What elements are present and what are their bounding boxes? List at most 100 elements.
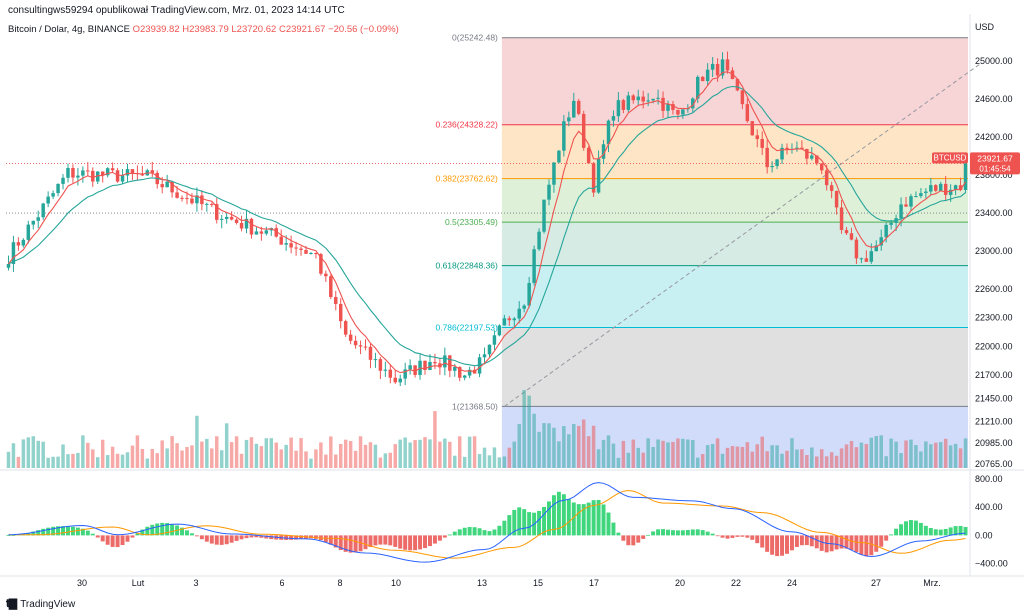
candle-body[interactable]: [91, 170, 95, 182]
candle-body[interactable]: [681, 109, 685, 115]
candle-body[interactable]: [71, 167, 75, 178]
candle-body[interactable]: [205, 203, 209, 205]
candle-body[interactable]: [636, 96, 640, 101]
candle-body[interactable]: [626, 95, 631, 110]
candle-body[interactable]: [859, 258, 864, 260]
candle-body[interactable]: [904, 204, 908, 207]
candle-body[interactable]: [125, 169, 130, 176]
candle-body[interactable]: [353, 340, 358, 346]
candle-body[interactable]: [815, 155, 819, 164]
candle-body[interactable]: [373, 359, 378, 361]
candle-body[interactable]: [26, 224, 31, 240]
candle-body[interactable]: [150, 170, 155, 173]
candle-body[interactable]: [909, 196, 913, 207]
candle-body[interactable]: [929, 185, 933, 192]
candle-body[interactable]: [616, 100, 621, 117]
candle-body[interactable]: [621, 100, 626, 110]
candle-body[interactable]: [180, 197, 184, 199]
candle-body[interactable]: [329, 276, 333, 298]
candle-body[interactable]: [165, 181, 169, 188]
candle-body[interactable]: [864, 258, 869, 262]
candle-body[interactable]: [319, 254, 323, 274]
candle-body[interactable]: [56, 183, 60, 194]
candle-body[interactable]: [61, 177, 65, 184]
candle-body[interactable]: [517, 308, 521, 319]
candle-body[interactable]: [259, 231, 264, 234]
candle-body[interactable]: [537, 231, 541, 250]
candle-body[interactable]: [646, 100, 650, 102]
candle-body[interactable]: [467, 369, 472, 376]
candle-body[interactable]: [527, 282, 531, 306]
candle-body[interactable]: [819, 163, 824, 171]
candle-body[interactable]: [745, 104, 750, 122]
candle-body[interactable]: [433, 361, 437, 364]
candle-body[interactable]: [884, 224, 888, 238]
candle-body[interactable]: [81, 170, 85, 176]
candle-body[interactable]: [661, 97, 665, 111]
candle-body[interactable]: [700, 76, 705, 82]
candle-body[interactable]: [120, 175, 125, 182]
candle-body[interactable]: [457, 366, 462, 378]
candle-body[interactable]: [547, 184, 551, 200]
candle-body[interactable]: [383, 369, 388, 371]
candle-body[interactable]: [869, 251, 874, 262]
candle-body[interactable]: [532, 249, 536, 283]
candle-body[interactable]: [130, 169, 135, 174]
candle-body[interactable]: [239, 222, 244, 229]
candle-body[interactable]: [264, 230, 269, 234]
candle-body[interactable]: [591, 163, 596, 193]
candle-body[interactable]: [443, 355, 447, 368]
candle-body[interactable]: [785, 147, 789, 150]
candle-body[interactable]: [750, 121, 755, 136]
candle-body[interactable]: [760, 138, 764, 148]
candle-body[interactable]: [765, 147, 769, 168]
candle-body[interactable]: [924, 191, 928, 194]
candle-body[interactable]: [780, 147, 784, 160]
candle-body[interactable]: [21, 239, 26, 246]
candle-body[interactable]: [393, 377, 397, 383]
candle-body[interactable]: [274, 228, 278, 237]
candle-body[interactable]: [958, 185, 963, 191]
candle-body[interactable]: [234, 219, 239, 223]
candle-body[interactable]: [115, 170, 120, 182]
candle-body[interactable]: [200, 195, 204, 205]
candle-body[interactable]: [219, 218, 224, 220]
candle-body[interactable]: [963, 163, 968, 191]
candle-body[interactable]: [304, 249, 308, 254]
candle-body[interactable]: [294, 247, 298, 249]
candle-body[interactable]: [522, 305, 526, 309]
candle-body[interactable]: [462, 375, 467, 378]
candle-body[interactable]: [334, 297, 338, 304]
symbol-description[interactable]: Bitcoin / Dolar, 4g, BINANCE: [8, 24, 130, 35]
candle-body[interactable]: [11, 242, 16, 264]
candle-body[interactable]: [16, 242, 21, 246]
candle-body[interactable]: [36, 217, 40, 221]
candle-body[interactable]: [507, 318, 512, 321]
candle-body[interactable]: [775, 159, 779, 166]
candle-body[interactable]: [854, 239, 859, 259]
candle-body[interactable]: [378, 359, 383, 371]
candle-body[interactable]: [314, 253, 318, 255]
candle-body[interactable]: [249, 218, 254, 235]
candle-body[interactable]: [398, 378, 402, 383]
candle-body[interactable]: [596, 158, 601, 193]
candle-body[interactable]: [691, 98, 695, 109]
candle-body[interactable]: [487, 344, 492, 355]
candle-body[interactable]: [110, 168, 115, 171]
candle-body[interactable]: [934, 185, 938, 191]
candle-body[interactable]: [423, 360, 427, 371]
candle-body[interactable]: [705, 69, 710, 82]
candle-body[interactable]: [631, 95, 636, 101]
candle-body[interactable]: [453, 366, 457, 371]
macd-line[interactable]: [8, 482, 966, 563]
macd-signal-line[interactable]: [8, 489, 966, 559]
candle-body[interactable]: [601, 144, 606, 159]
candle-body[interactable]: [829, 185, 834, 191]
candle-body[interactable]: [492, 335, 497, 345]
candle-body[interactable]: [175, 192, 179, 198]
candle-body[interactable]: [696, 76, 700, 99]
candle-body[interactable]: [805, 149, 809, 159]
candle-body[interactable]: [76, 175, 80, 178]
candle-body[interactable]: [224, 216, 229, 219]
